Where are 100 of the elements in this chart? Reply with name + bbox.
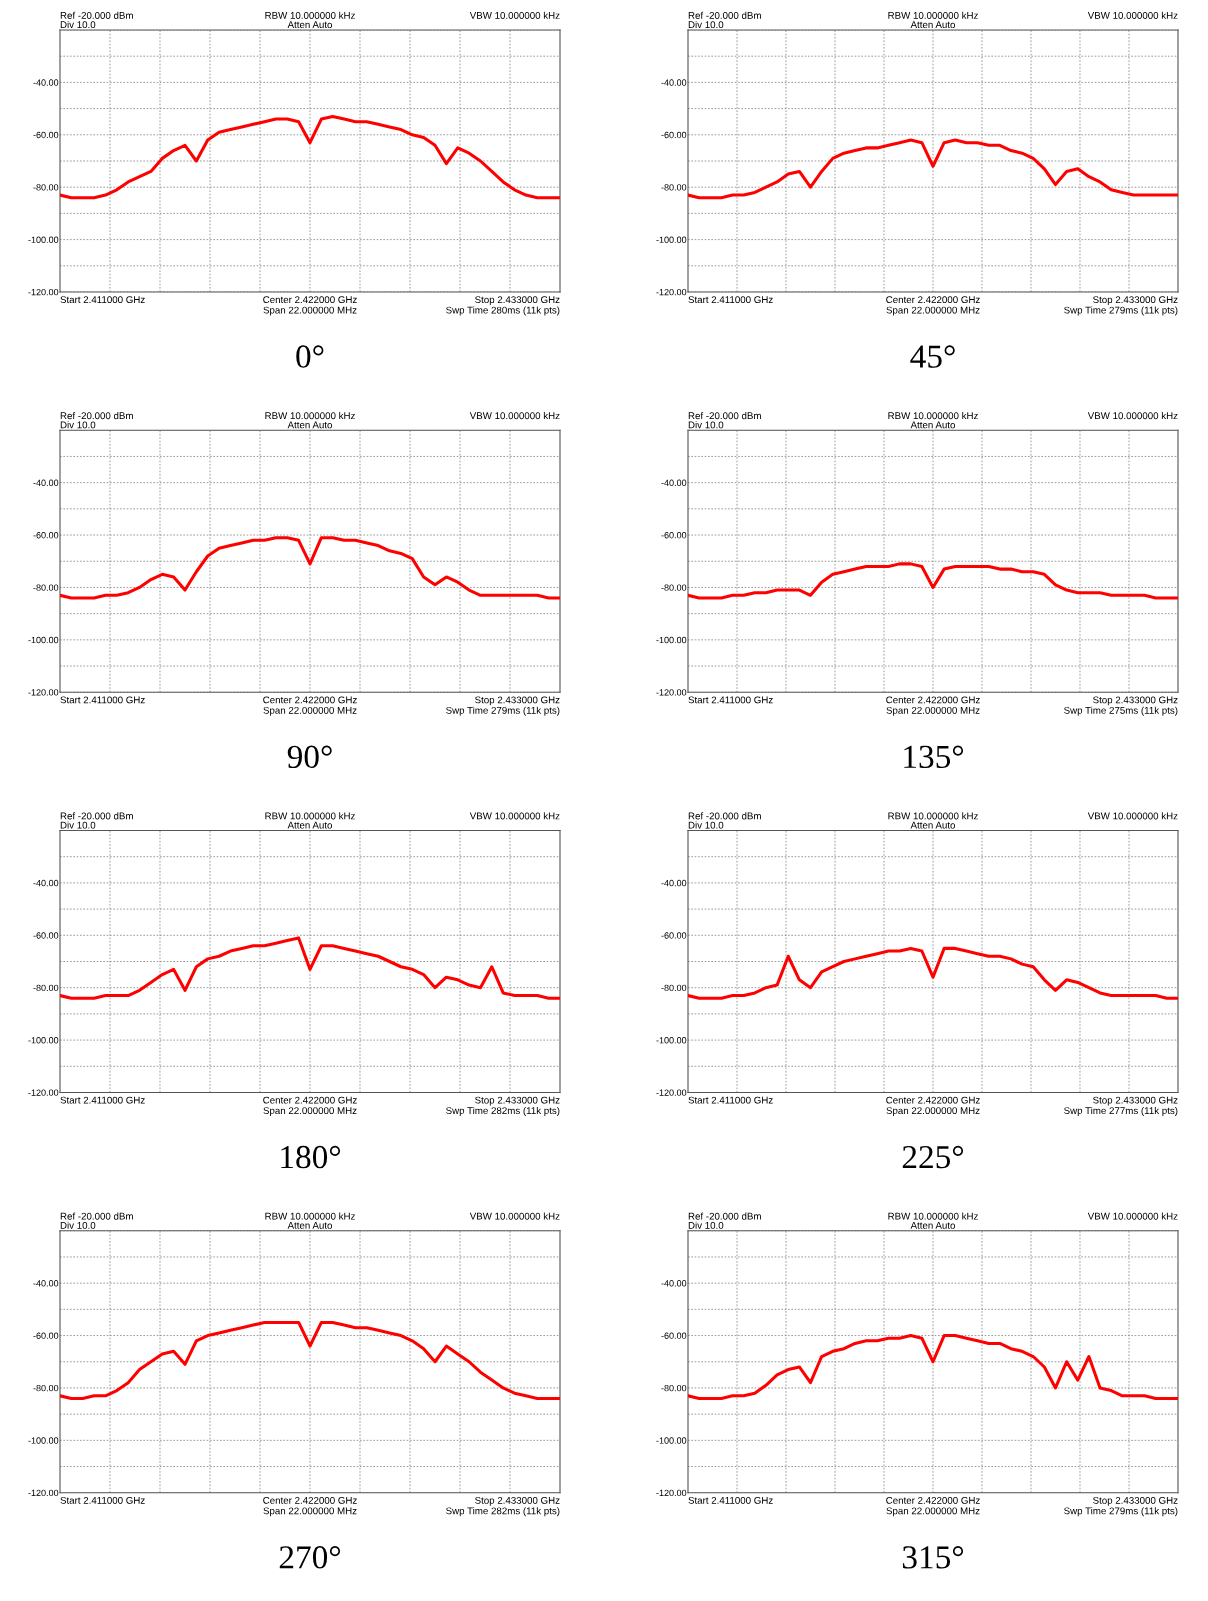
y-tick-label: -120.00 — [656, 288, 687, 296]
text: Start 2.411000 GHz — [688, 696, 773, 704]
y-tick-label: -100.00 — [28, 1037, 59, 1044]
text: Start 2.411000 GHz — [60, 1096, 145, 1104]
line-series — [60, 1320, 560, 1400]
y-tick-label: -40.00 — [661, 879, 687, 887]
text: Center 2.422000 GHz — [263, 1096, 357, 1104]
y-tick-label: -80.00 — [661, 184, 687, 191]
text: Stop 2.433000 GHz — [1093, 1496, 1178, 1506]
text: Ref -20.000 dBm — [60, 412, 133, 420]
y-tick-label: -100.00 — [656, 1037, 687, 1044]
y-tick-label: -120.00 — [28, 288, 59, 296]
text: VBW 10.000000 kHz — [1087, 812, 1178, 820]
text: Atten Auto — [287, 21, 333, 29]
text: Stop 2.433000 GHz — [475, 696, 560, 706]
y-tick-label: -40.00 — [33, 79, 59, 86]
y-tick-label: -60.00 — [33, 532, 59, 539]
text: Swp Time 277ms (11k pts) — [1064, 1106, 1178, 1116]
text: 0° — [296, 345, 324, 368]
y-tick-label: -40.00 — [661, 79, 687, 86]
text: Stop 2.433000 GHz — [475, 1096, 560, 1106]
line-series — [688, 946, 1178, 1000]
text: Ref -20.000 dBm — [688, 812, 761, 820]
y-tick-label: -100.00 — [28, 1437, 59, 1444]
text: VBW 10.000000 kHz — [469, 812, 560, 820]
text: Center 2.422000 GHz — [263, 1496, 357, 1504]
text: Start 2.411000 GHz — [60, 296, 145, 304]
y-tick-label: -80.00 — [661, 984, 687, 992]
text: RBW 10.000000 kHz — [888, 412, 978, 420]
y-tick-label: -60.00 — [33, 1332, 59, 1339]
text: 315° — [902, 1546, 964, 1569]
text: RBW 10.000000 kHz — [888, 812, 978, 820]
text: 45° — [910, 345, 955, 368]
line-series — [688, 1334, 1178, 1400]
text: Stop 2.433000 GHz — [1093, 296, 1178, 305]
text: Span 22.000000 MHz — [263, 1507, 357, 1517]
text: Center 2.422000 GHz — [886, 1096, 980, 1104]
text: Div 10.0 — [60, 821, 96, 829]
line-series — [60, 936, 560, 1000]
y-tick-label: -40.00 — [33, 879, 59, 887]
text: Div 10.0 — [688, 1221, 724, 1229]
text: Div 10.0 — [688, 821, 724, 829]
line-series — [60, 536, 560, 600]
text: VBW 10.000000 kHz — [1087, 11, 1178, 19]
y-tick-label: -60.00 — [661, 532, 687, 539]
text: 180° — [281, 1145, 341, 1169]
text: VBW 10.000000 kHz — [469, 412, 560, 420]
y-tick-label: -120.00 — [28, 1089, 59, 1096]
text: Start 2.411000 GHz — [688, 1096, 773, 1104]
text: Atten Auto — [287, 1222, 333, 1229]
y-tick-label: -60.00 — [33, 932, 59, 939]
text: 90° — [287, 745, 332, 769]
y-tick-label: -80.00 — [33, 584, 59, 591]
text: Span 22.000000 MHz — [263, 306, 357, 316]
text: Atten Auto — [287, 421, 333, 429]
text: Div 10.0 — [60, 20, 96, 29]
text: Stop 2.433000 GHz — [1093, 1096, 1178, 1106]
text: Atten Auto — [910, 421, 956, 429]
y-tick-label: -40.00 — [33, 1280, 59, 1287]
text: Swp Time 279ms (11k pts) — [1064, 1507, 1178, 1517]
y-tick-label: -40.00 — [33, 479, 59, 487]
text: Ref -20.000 dBm — [60, 1212, 133, 1220]
text: Div 10.0 — [688, 20, 724, 29]
y-tick-label: -100.00 — [656, 236, 687, 243]
text: Stop 2.433000 GHz — [475, 1496, 560, 1506]
y-tick-label: -80.00 — [33, 984, 59, 992]
y-tick-label: -100.00 — [28, 236, 59, 243]
text: Div 10.0 — [688, 421, 724, 429]
text: VBW 10.000000 kHz — [469, 1212, 560, 1220]
text: RBW 10.000000 kHz — [888, 1212, 978, 1220]
text: Ref -20.000 dBm — [688, 412, 761, 420]
y-tick-label: -80.00 — [33, 1384, 59, 1392]
y-tick-label: -120.00 — [28, 1489, 59, 1497]
text: Span 22.000000 MHz — [886, 1507, 980, 1517]
text: 270° — [279, 1546, 341, 1569]
y-tick-label: -100.00 — [656, 636, 687, 644]
text: RBW 10.000000 kHz — [265, 412, 355, 420]
text: Start 2.411000 GHz — [60, 696, 145, 704]
y-tick-label: -120.00 — [656, 689, 687, 696]
text: VBW 10.000000 kHz — [469, 11, 560, 19]
y-tick-label: -120.00 — [28, 689, 59, 696]
text: Swp Time 280ms (11k pts) — [446, 306, 560, 316]
y-tick-label: -100.00 — [28, 636, 59, 644]
text: Swp Time 279ms (11k pts) — [446, 706, 560, 716]
y-tick-label: -80.00 — [661, 584, 687, 591]
line-series — [688, 562, 1178, 600]
text: Start 2.411000 GHz — [688, 296, 773, 304]
text: Swp Time 282ms (11k pts) — [446, 1106, 560, 1116]
line-series — [60, 114, 560, 200]
text: Atten Auto — [910, 821, 956, 829]
y-tick-label: -60.00 — [661, 1332, 687, 1339]
text: Swp Time 282ms (11k pts) — [446, 1507, 560, 1517]
text: Div 10.0 — [60, 1221, 96, 1229]
text: Ref -20.000 dBm — [60, 11, 133, 19]
text: Center 2.422000 GHz — [263, 696, 357, 704]
text: 135° — [904, 745, 964, 769]
y-tick-label: -120.00 — [656, 1489, 687, 1497]
y-tick-label: -60.00 — [33, 131, 59, 139]
text: Stop 2.433000 GHz — [1093, 696, 1178, 706]
y-tick-label: -60.00 — [661, 932, 687, 939]
